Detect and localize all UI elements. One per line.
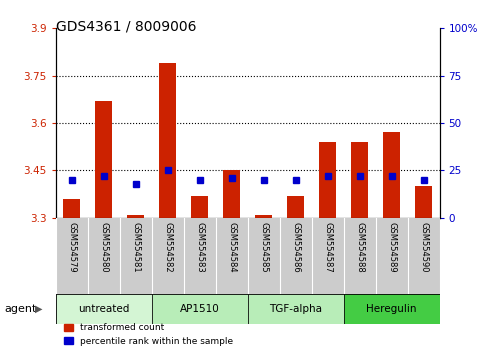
Text: GDS4361 / 8009006: GDS4361 / 8009006: [56, 19, 196, 34]
Bar: [343, 294, 440, 324]
Bar: [383, 132, 400, 218]
Bar: [159, 63, 176, 218]
Text: Heregulin: Heregulin: [366, 304, 417, 314]
Legend: transformed count, percentile rank within the sample: transformed count, percentile rank withi…: [60, 320, 237, 349]
Text: GSM554584: GSM554584: [227, 222, 236, 272]
Bar: [287, 196, 304, 218]
Text: agent: agent: [5, 304, 37, 314]
Text: TGF-alpha: TGF-alpha: [269, 304, 322, 314]
Bar: [319, 142, 336, 218]
Bar: [63, 199, 80, 218]
Bar: [191, 196, 208, 218]
Text: ▶: ▶: [35, 304, 43, 314]
Text: GSM554587: GSM554587: [323, 222, 332, 272]
Bar: [255, 215, 272, 218]
Text: GSM554582: GSM554582: [163, 222, 172, 272]
Bar: [95, 101, 113, 218]
Bar: [351, 142, 369, 218]
Text: GSM554586: GSM554586: [291, 222, 300, 272]
Bar: [127, 215, 144, 218]
Bar: [223, 170, 241, 218]
Bar: [248, 294, 343, 324]
Text: untreated: untreated: [78, 304, 129, 314]
Bar: [415, 186, 432, 218]
Text: GSM554583: GSM554583: [195, 222, 204, 272]
Text: GSM554585: GSM554585: [259, 222, 268, 272]
Text: GSM554590: GSM554590: [419, 222, 428, 272]
Text: AP1510: AP1510: [180, 304, 219, 314]
Bar: [56, 294, 152, 324]
Text: GSM554580: GSM554580: [99, 222, 108, 272]
Bar: [152, 294, 248, 324]
Text: GSM554579: GSM554579: [67, 222, 76, 272]
Text: GSM554589: GSM554589: [387, 222, 396, 272]
Text: GSM554581: GSM554581: [131, 222, 140, 272]
Text: GSM554588: GSM554588: [355, 222, 364, 272]
